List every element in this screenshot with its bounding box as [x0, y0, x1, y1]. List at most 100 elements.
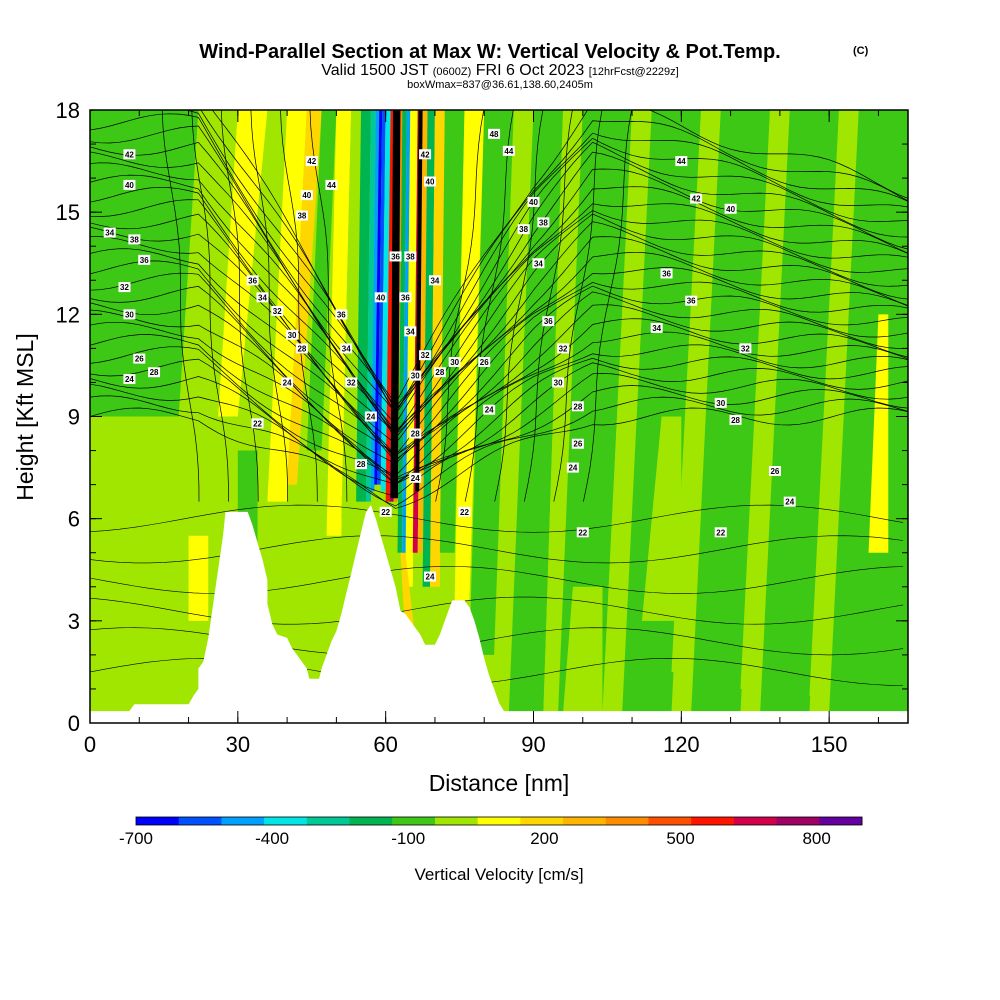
velocity-band [365, 110, 376, 502]
colorbar-swatch [776, 817, 820, 825]
theta-label: 24 [281, 377, 294, 388]
theta-label: 36 [542, 316, 555, 327]
velocity-band [439, 110, 465, 553]
y-tick-label: 15 [56, 200, 80, 225]
theta-label: 48 [488, 128, 501, 139]
svg-text:40: 40 [376, 293, 385, 302]
svg-text:34: 34 [258, 293, 267, 302]
theta-contour-layer [90, 110, 908, 686]
theta-label: 28 [729, 414, 742, 425]
theta-label: 28 [295, 343, 308, 354]
colorbar-swatch [221, 817, 265, 825]
svg-text:24: 24 [366, 413, 375, 422]
theta-contour [280, 110, 318, 502]
chart-subtitle: Valid 1500 JST (0600Z) FRI 6 Oct 2023 [1… [321, 62, 678, 79]
theta-contour [90, 125, 908, 409]
svg-text:30: 30 [554, 378, 563, 387]
theta-label: 28 [148, 367, 161, 378]
svg-text:36: 36 [248, 276, 257, 285]
colorbar-swatch [349, 817, 393, 825]
svg-text:40: 40 [726, 205, 735, 214]
svg-text:38: 38 [130, 235, 139, 244]
theta-contour [250, 110, 289, 502]
svg-text:26: 26 [770, 467, 779, 476]
velocity-band [178, 110, 219, 417]
velocity-band [602, 110, 652, 713]
theta-label: 34 [103, 227, 116, 238]
theta-label: 24 [483, 404, 496, 415]
velocity-band [422, 110, 435, 587]
theta-label: 22 [251, 418, 264, 429]
colorbar [135, 816, 863, 826]
velocity-band [430, 110, 445, 587]
theta-contour [90, 373, 908, 485]
theta-contour [90, 226, 908, 445]
velocity-band [809, 110, 859, 696]
y-tick-label: 9 [68, 405, 80, 430]
svg-text:24: 24 [568, 464, 577, 473]
svg-text:26: 26 [135, 355, 144, 364]
svg-text:28: 28 [150, 368, 159, 377]
theta-label: 38 [517, 224, 530, 235]
theta-label: 26 [478, 357, 491, 368]
svg-text:36: 36 [662, 269, 671, 278]
y-tick-label: 0 [68, 711, 80, 736]
svg-text:26: 26 [573, 440, 582, 449]
theta-label: 36 [138, 254, 151, 265]
theta-contour [90, 272, 908, 456]
theta-label: 36 [399, 292, 412, 303]
colorbar-swatch [306, 817, 350, 825]
svg-text:30: 30 [411, 372, 420, 381]
velocity-core [415, 110, 423, 492]
theta-label: 40 [724, 203, 737, 214]
theta-contour [90, 395, 908, 507]
svg-text:32: 32 [421, 351, 430, 360]
theta-label: 26 [571, 438, 584, 449]
theta-contour [90, 504, 904, 533]
theta-contour [90, 186, 908, 436]
x-tick-label: 90 [521, 732, 545, 757]
theta-contour [90, 213, 908, 435]
velocity-band [868, 314, 889, 553]
colorbar-tick-label: -400 [255, 829, 289, 848]
velocity-band [306, 110, 337, 451]
svg-text:36: 36 [140, 256, 149, 265]
x-tick-label: 120 [663, 732, 700, 757]
colorbar-swatch [434, 817, 479, 825]
velocity-band [247, 110, 288, 512]
theta-label: 24 [409, 472, 422, 483]
theta-contour [90, 309, 908, 477]
svg-text:42: 42 [125, 150, 134, 159]
theta-label: 40 [300, 190, 313, 201]
svg-text:30: 30 [125, 310, 134, 319]
colorbar-tick-label: 500 [666, 829, 694, 848]
svg-text:32: 32 [347, 378, 356, 387]
theta-label: 22 [458, 506, 471, 517]
x-tick-label: 0 [84, 732, 96, 757]
theta-label: 36 [389, 251, 402, 262]
colorbar-tick-label: -700 [119, 829, 153, 848]
svg-text:28: 28 [573, 402, 582, 411]
colorbar-swatch [648, 817, 692, 825]
svg-text:38: 38 [519, 225, 528, 234]
chart-title: Wind-Parallel Section at Max W: Vertical… [199, 41, 780, 63]
velocity-band [417, 110, 428, 553]
theta-label: 34 [532, 258, 545, 269]
svg-text:24: 24 [411, 474, 420, 483]
velocity-band [287, 110, 322, 485]
colorbar-frame [135, 816, 863, 826]
velocity-band [341, 110, 362, 519]
velocity-band [356, 110, 371, 502]
velocity-band [218, 110, 268, 417]
colorbar-swatch [136, 817, 180, 825]
svg-text:36: 36 [401, 293, 410, 302]
theta-label: 42 [419, 149, 432, 160]
theta-label: 32 [419, 350, 432, 361]
velocity-band [760, 110, 840, 713]
theta-contour [90, 358, 908, 479]
svg-text:28: 28 [411, 430, 420, 439]
colorbar-swatch [819, 817, 863, 825]
svg-text:44: 44 [504, 147, 513, 156]
